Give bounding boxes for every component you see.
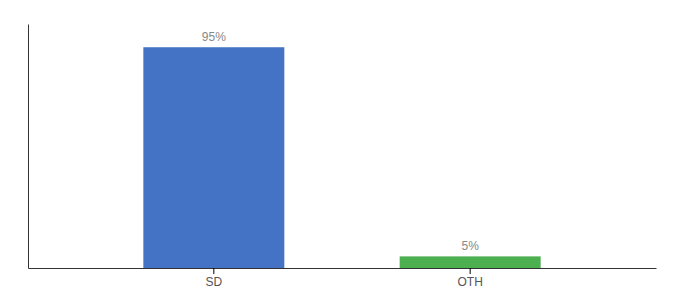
chart: SD OTH 95% 5% xyxy=(0,0,680,300)
x-axis-line xyxy=(29,268,657,269)
data-label: 95% xyxy=(202,30,226,44)
x-tick-mark xyxy=(213,268,214,274)
plot: SD OTH 95% 5% xyxy=(29,25,657,289)
y-axis xyxy=(28,25,29,269)
data-labels: 95% 5% xyxy=(202,30,479,253)
x-tick-label: OTH xyxy=(457,275,482,289)
bar xyxy=(400,256,541,268)
bars xyxy=(143,47,540,268)
x-axis: SD OTH xyxy=(29,268,657,289)
x-tick: OTH xyxy=(457,268,482,289)
bar xyxy=(143,47,284,268)
x-tick-label: SD xyxy=(206,275,223,289)
x-tick-mark xyxy=(470,268,471,274)
x-tick: SD xyxy=(206,268,223,289)
data-label: 5% xyxy=(461,239,479,253)
y-axis-line xyxy=(28,25,29,269)
